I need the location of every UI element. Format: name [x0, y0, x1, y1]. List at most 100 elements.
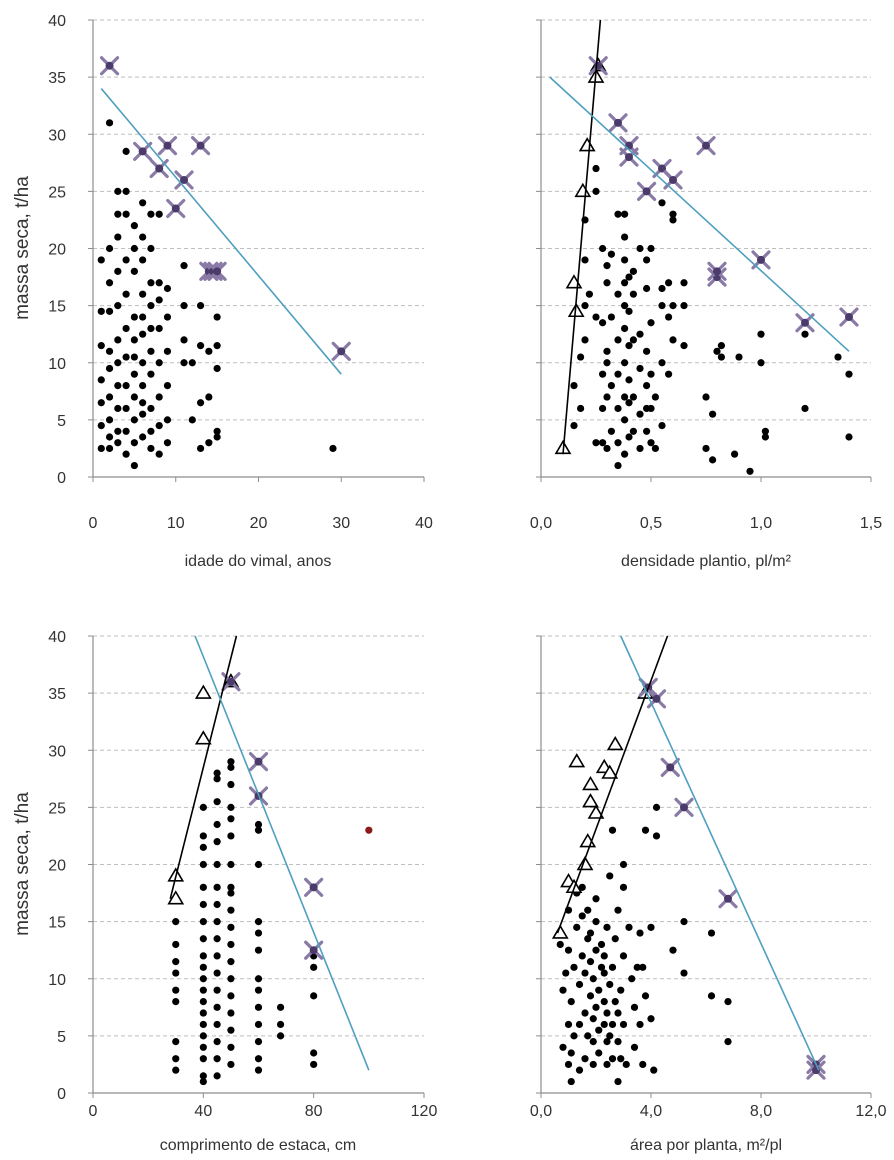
chart-0-data-point	[163, 382, 172, 390]
chart-1-x-star-center	[658, 164, 666, 173]
chart-2-y-tick-label: 5	[57, 1029, 66, 1046]
chart-3-data-point	[707, 929, 716, 937]
chart-0-data-point	[122, 404, 130, 413]
chart-2-y-axis-label: massa seca, t/ha	[12, 792, 33, 936]
chart-panel-top-left: 0 10 20 30 40 0 5 10 15 20 25 30 35 40 idade do vimal,…	[12, 13, 433, 570]
chart-2-data-point	[172, 998, 180, 1006]
chart-3-data-point	[614, 1009, 622, 1017]
chart-0-data-point	[114, 439, 122, 447]
chart-1-data-point	[592, 439, 600, 447]
chart-1-data-point	[629, 267, 638, 275]
chart-3-data-point	[608, 963, 617, 971]
chart-1-data-point	[625, 273, 633, 281]
chart-0-data-point	[139, 233, 147, 241]
chart-2-data-point	[254, 975, 263, 983]
chart-1-data-point	[577, 353, 585, 361]
chart-1-data-point	[709, 410, 717, 418]
chart-3-data-point	[581, 1009, 589, 1017]
chart-0-data-point	[130, 353, 138, 361]
chart-0-data-point	[122, 427, 130, 435]
chart-0-data-point	[105, 416, 114, 424]
chart-3-data-point	[669, 946, 677, 954]
chart-2-data-point	[199, 1072, 207, 1080]
chart-3-data-point	[592, 918, 600, 926]
chart-1-x-star-center	[702, 141, 710, 150]
chart-3-data-point	[650, 1066, 658, 1074]
chart-1-data-point	[621, 302, 629, 310]
chart-2-data-point	[213, 986, 221, 994]
chart-panel-bottom-right: 0,0 4,0 8,0 12,0 área por planta, m²/pl	[530, 635, 887, 1154]
chart-2-data-point	[227, 923, 235, 931]
chart-3-data-point	[630, 1043, 639, 1051]
chart-0-data-point	[114, 210, 122, 218]
chart-3-x-axis-label: área por planta, m²/pl	[630, 1137, 782, 1154]
chart-1-data-point	[709, 456, 717, 464]
chart-3-data-point	[603, 923, 611, 931]
chart-0-data-point	[147, 444, 155, 453]
chart-1-data-point	[801, 404, 809, 413]
chart-2-data-point	[199, 860, 207, 869]
chart-1-data-point	[599, 244, 607, 253]
chart-2-data-point	[227, 758, 235, 766]
chart-1-data-point	[658, 284, 666, 293]
chart-1-trendline	[549, 76, 850, 352]
chart-1-data-point	[599, 370, 607, 378]
chart-1-data-point	[669, 302, 677, 310]
chart-2-data-point	[199, 1055, 207, 1063]
chart-2-data-point	[199, 1043, 207, 1051]
chart-2-x-star-center	[254, 757, 263, 766]
chart-1-data-point	[621, 233, 629, 241]
chart-3-data-point	[581, 969, 589, 977]
chart-1-data-point	[621, 359, 629, 367]
chart-0-data-point	[122, 324, 130, 333]
chart-1-data-point	[603, 444, 611, 453]
chart-1-data-point	[629, 290, 638, 298]
chart-1-data-point	[665, 313, 673, 321]
chart-2-data-point	[254, 860, 263, 869]
chart-3-data-point	[608, 1020, 617, 1029]
chart-0-trendline	[100, 88, 342, 375]
chart-0-data-point	[163, 313, 172, 321]
chart-1-data-point	[625, 307, 633, 315]
chart-panel-bottom-left: 0 40 80 120 0 5 10 15 20 25 30 35 40 comprimento de e…	[12, 629, 437, 1154]
chart-3-data-point	[611, 998, 619, 1006]
chart-0-data-point	[147, 370, 155, 378]
chart-3-data-point	[575, 980, 584, 989]
chart-0-data-point	[130, 461, 138, 470]
chart-3-data-point	[724, 1037, 732, 1046]
chart-2-x-star-center	[309, 883, 318, 892]
chart-0-data-point	[105, 279, 114, 287]
chart-0-data-point	[139, 410, 147, 418]
chart-2-data-point	[276, 1003, 285, 1011]
chart-2-data-point	[227, 958, 235, 966]
chart-1-data-point	[607, 427, 616, 435]
chart-1-data-point	[629, 393, 638, 401]
chart-2-data-point	[199, 998, 207, 1006]
chart-0-data-point	[213, 342, 221, 350]
chart-0-data-point	[196, 302, 205, 310]
chart-0-plot-area	[97, 56, 351, 470]
chart-1-triangle-marker	[574, 182, 592, 198]
chart-0-data-point	[105, 393, 114, 401]
chart-0-data-point	[114, 302, 122, 310]
chart-1-data-point	[731, 450, 739, 458]
chart-1-data-point	[757, 330, 765, 338]
chart-0-data-point	[97, 342, 105, 350]
chart-1-data-point	[647, 370, 655, 378]
chart-0-data-point	[180, 359, 188, 367]
chart-2-y-tick-label: 40	[48, 629, 66, 646]
chart-2-y-tick-label: 30	[48, 743, 66, 760]
chart-0-data-point	[105, 119, 114, 127]
chart-1-data-point	[625, 342, 633, 350]
chart-0-data-point	[122, 187, 130, 195]
chart-3-data-point	[592, 1003, 600, 1011]
chart-0-data-point	[122, 256, 130, 264]
chart-3-data-point	[570, 1032, 578, 1040]
chart-2-y-tick-label: 15	[48, 915, 66, 932]
chart-3-data-point	[636, 929, 644, 937]
chart-0-x-star-center	[105, 61, 114, 70]
chart-2-x-tick-label: 40	[194, 1103, 212, 1120]
chart-1-data-point	[665, 370, 673, 378]
chart-1-data-point	[757, 359, 765, 367]
chart-0-data-point	[139, 433, 147, 441]
